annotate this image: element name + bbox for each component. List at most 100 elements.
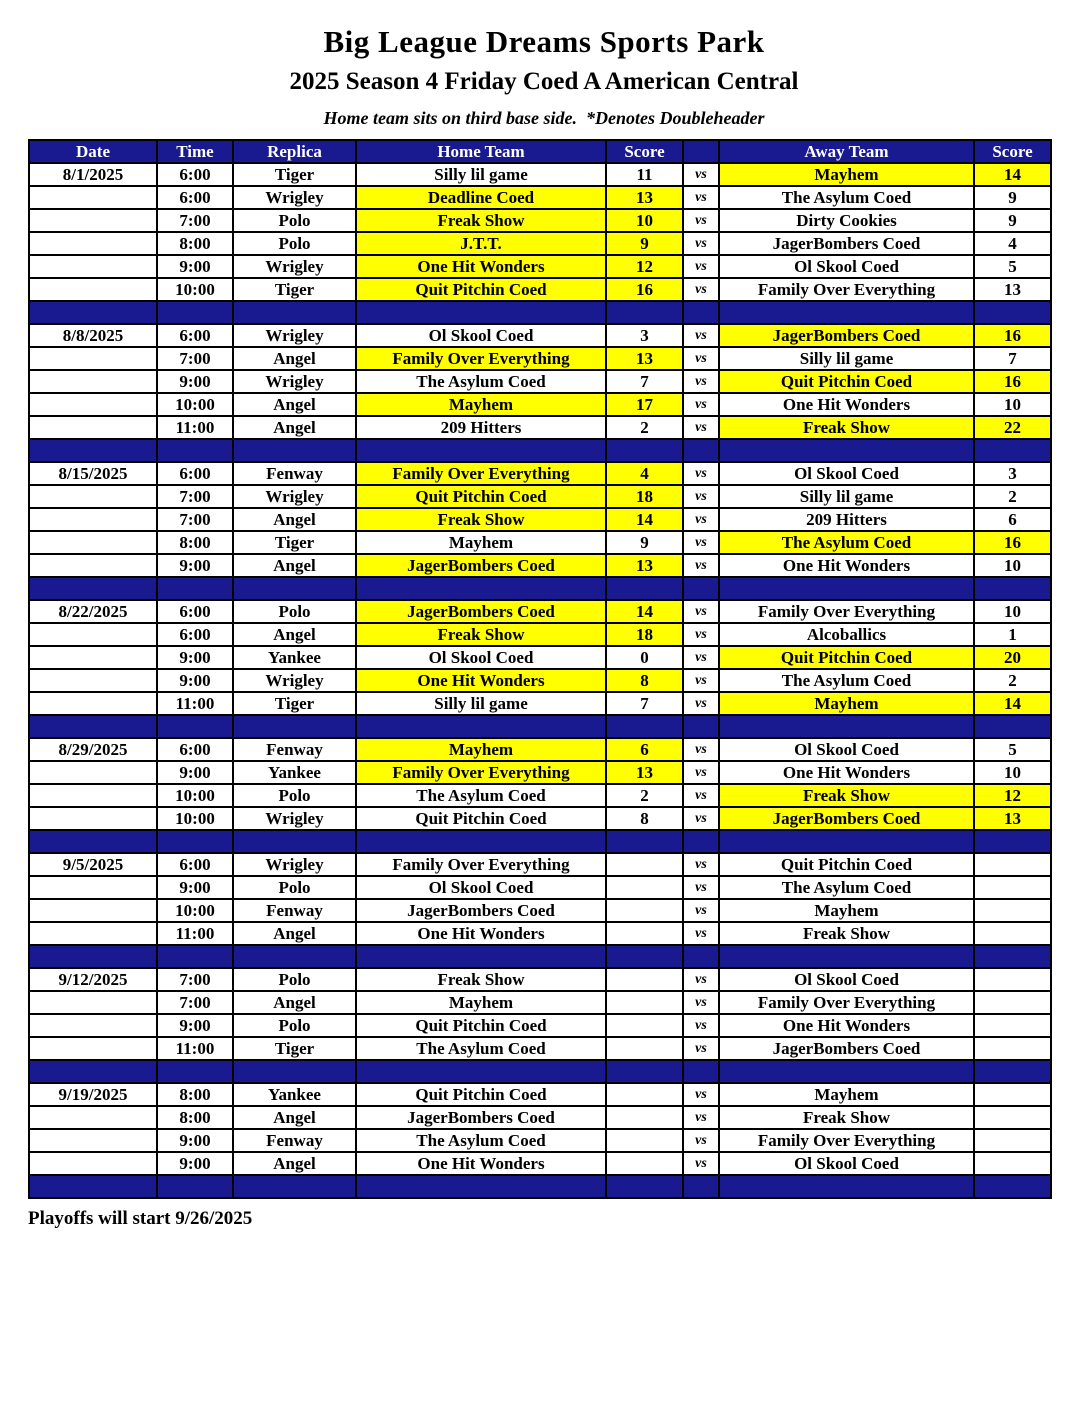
time-cell: 8:00 — [156, 1082, 234, 1107]
away-team-cell: JagerBombers Coed — [718, 231, 975, 256]
replica-cell: Angel — [232, 507, 357, 532]
vs-label: vs — [682, 231, 720, 256]
time-cell: 9:00 — [156, 645, 234, 670]
away-team-cell: One Hit Wonders — [718, 392, 975, 417]
separator-cell — [28, 1059, 158, 1084]
away-score-cell: 16 — [973, 323, 1052, 348]
separator-cell — [973, 714, 1052, 739]
away-team-cell: Ol Skool Coed — [718, 461, 975, 486]
home-score-cell — [605, 1013, 684, 1038]
vs-label: vs — [682, 806, 720, 831]
home-team-cell: The Asylum Coed — [355, 783, 607, 808]
away-score-cell: 5 — [973, 737, 1052, 762]
away-team-cell: The Asylum Coed — [718, 875, 975, 900]
game-row: 7:00 Angel Freak Show 14 vs 209 Hitters 6 — [28, 507, 1052, 532]
separator-cell — [718, 944, 975, 969]
home-team-cell: One Hit Wonders — [355, 254, 607, 279]
separator-cell — [682, 829, 720, 854]
vs-label: vs — [682, 990, 720, 1015]
home-score-cell: 4 — [605, 461, 684, 486]
home-team-cell: Ol Skool Coed — [355, 645, 607, 670]
time-cell: 9:00 — [156, 875, 234, 900]
away-team-cell: JagerBombers Coed — [718, 323, 975, 348]
home-score-cell: 8 — [605, 668, 684, 693]
col-header-away-score: Score — [973, 139, 1052, 164]
game-row: 8/15/2025 6:00 Fenway Family Over Everythin… — [28, 461, 1052, 486]
home-team-cell: Mayhem — [355, 530, 607, 555]
away-score-cell: 6 — [973, 507, 1052, 532]
separator-cell — [28, 438, 158, 463]
home-team-cell: Silly lil game — [355, 691, 607, 716]
game-row: 8:00 Polo J.T.T. 9 vs JagerBombers Coed 4 — [28, 231, 1052, 256]
date-cell — [28, 783, 158, 808]
separator-cell — [355, 1174, 607, 1199]
separator-cell — [973, 829, 1052, 854]
replica-cell: Tiger — [232, 277, 357, 302]
time-cell: 7:00 — [156, 484, 234, 509]
home-score-cell — [605, 1036, 684, 1061]
home-score-cell — [605, 921, 684, 946]
home-score-cell: 13 — [605, 185, 684, 210]
home-team-cell: Silly lil game — [355, 162, 607, 187]
replica-cell: Angel — [232, 415, 357, 440]
away-team-cell: One Hit Wonders — [718, 1013, 975, 1038]
separator-cell — [232, 1059, 357, 1084]
time-cell: 7:00 — [156, 990, 234, 1015]
game-row: 9/19/2025 8:00 Yankee Quit Pitchin Coed vs Ma… — [28, 1082, 1052, 1107]
separator-row — [28, 300, 1052, 325]
vs-label: vs — [682, 1013, 720, 1038]
home-team-cell: The Asylum Coed — [355, 1036, 607, 1061]
vs-label: vs — [682, 1105, 720, 1130]
date-cell — [28, 990, 158, 1015]
home-team-cell: 209 Hitters — [355, 415, 607, 440]
home-team-cell: Ol Skool Coed — [355, 323, 607, 348]
separator-cell — [355, 829, 607, 854]
game-row: 7:00 Wrigley Quit Pitchin Coed 18 vs Silly li… — [28, 484, 1052, 509]
separator-cell — [682, 1059, 720, 1084]
away-team-cell: Ol Skool Coed — [718, 737, 975, 762]
date-cell — [28, 622, 158, 647]
away-score-cell — [973, 898, 1052, 923]
game-row: 8:00 Tiger Mayhem 9 vs The Asylum Coed 16 — [28, 530, 1052, 555]
separator-cell — [232, 438, 357, 463]
home-score-cell: 17 — [605, 392, 684, 417]
game-row: 10:00 Fenway JagerBombers Coed vs Mayhem — [28, 898, 1052, 923]
game-row: 9:00 Polo Quit Pitchin Coed vs One Hit Wonde… — [28, 1013, 1052, 1038]
home-team-cell: Quit Pitchin Coed — [355, 806, 607, 831]
away-score-cell: 13 — [973, 277, 1052, 302]
game-row: 7:00 Angel Mayhem vs Family Over Everything — [28, 990, 1052, 1015]
separator-row — [28, 438, 1052, 463]
time-cell: 9:00 — [156, 1128, 234, 1153]
time-cell: 9:00 — [156, 1151, 234, 1176]
home-team-cell: J.T.T. — [355, 231, 607, 256]
vs-label: vs — [682, 691, 720, 716]
away-score-cell: 16 — [973, 530, 1052, 555]
home-team-cell: Mayhem — [355, 990, 607, 1015]
home-team-cell: Freak Show — [355, 208, 607, 233]
away-team-cell: Quit Pitchin Coed — [718, 645, 975, 670]
game-row: 7:00 Angel Family Over Everything 13 vs Silly… — [28, 346, 1052, 371]
separator-cell — [156, 300, 234, 325]
vs-label: vs — [682, 1036, 720, 1061]
game-row: 9:00 Yankee Family Over Everything 13 vs One … — [28, 760, 1052, 785]
date-cell: 8/22/2025 — [28, 599, 158, 624]
time-cell: 7:00 — [156, 967, 234, 992]
away-score-cell: 14 — [973, 691, 1052, 716]
time-cell: 11:00 — [156, 691, 234, 716]
replica-cell: Yankee — [232, 645, 357, 670]
replica-cell: Wrigley — [232, 852, 357, 877]
replica-cell: Angel — [232, 346, 357, 371]
away-score-cell: 22 — [973, 415, 1052, 440]
vs-label: vs — [682, 323, 720, 348]
replica-cell: Wrigley — [232, 323, 357, 348]
game-row: 11:00 Angel One Hit Wonders vs Freak Show — [28, 921, 1052, 946]
separator-cell — [682, 944, 720, 969]
time-cell: 8:00 — [156, 231, 234, 256]
replica-cell: Polo — [232, 208, 357, 233]
replica-cell: Wrigley — [232, 254, 357, 279]
date-cell: 8/29/2025 — [28, 737, 158, 762]
away-team-cell: Family Over Everything — [718, 990, 975, 1015]
date-cell — [28, 760, 158, 785]
vs-label: vs — [682, 898, 720, 923]
away-score-cell: 10 — [973, 553, 1052, 578]
